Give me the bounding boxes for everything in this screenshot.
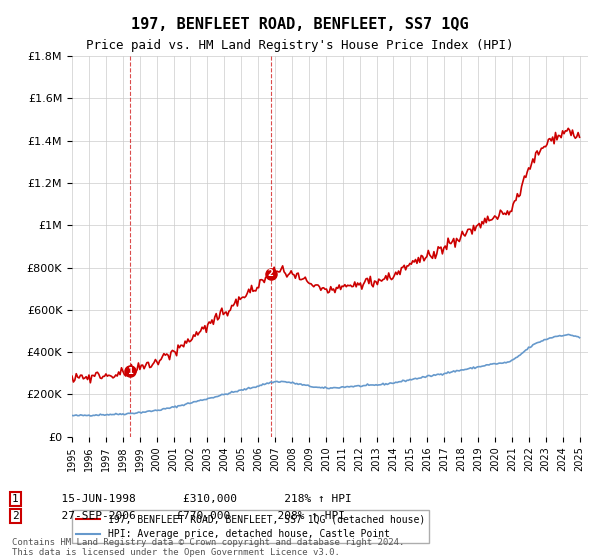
Text: 1: 1	[12, 494, 19, 504]
Text: 197, BENFLEET ROAD, BENFLEET, SS7 1QG: 197, BENFLEET ROAD, BENFLEET, SS7 1QG	[131, 17, 469, 32]
Text: 27-SEP-2006      £770,000       208% ↑ HPI: 27-SEP-2006 £770,000 208% ↑ HPI	[48, 511, 345, 521]
Legend: 197, BENFLEET ROAD, BENFLEET, SS7 1QG (detached house), HPI: Average price, deta: 197, BENFLEET ROAD, BENFLEET, SS7 1QG (d…	[72, 510, 429, 543]
Text: 2: 2	[268, 269, 274, 278]
Text: 15-JUN-1998       £310,000       218% ↑ HPI: 15-JUN-1998 £310,000 218% ↑ HPI	[48, 494, 352, 504]
Text: 1: 1	[127, 367, 133, 376]
Text: 2: 2	[12, 511, 19, 521]
Text: Contains HM Land Registry data © Crown copyright and database right 2024.
This d: Contains HM Land Registry data © Crown c…	[12, 538, 404, 557]
Text: Price paid vs. HM Land Registry's House Price Index (HPI): Price paid vs. HM Land Registry's House …	[86, 39, 514, 52]
